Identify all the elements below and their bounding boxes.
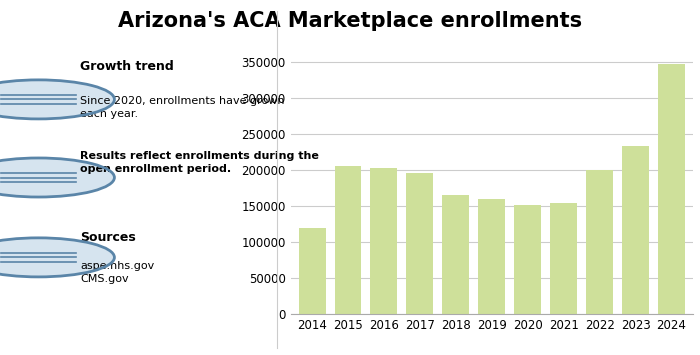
Text: aspe.hhs.gov
CMS.gov: aspe.hhs.gov CMS.gov [80,261,155,284]
Text: Sources: Sources [80,231,136,244]
Text: .org™: .org™ [23,342,57,352]
Text: Arizona's ACA Marketplace enrollments: Arizona's ACA Marketplace enrollments [118,11,582,31]
Bar [658,65,685,314]
Bar [442,196,469,314]
Text: Growth trend: Growth trend [80,60,174,73]
Bar [478,199,505,314]
Bar [335,166,361,314]
Text: health
insurance: health insurance [21,318,59,339]
Bar [514,205,541,314]
Bar [622,146,649,314]
Text: Since 2020, enrollments have grown
each year.: Since 2020, enrollments have grown each … [80,96,285,119]
Bar [407,173,433,314]
Bar [370,168,398,314]
Bar [586,170,613,314]
Bar [550,203,577,314]
Bar [299,228,326,314]
Text: Results reflect enrollments during the
open enrollment period.: Results reflect enrollments during the o… [80,151,319,174]
